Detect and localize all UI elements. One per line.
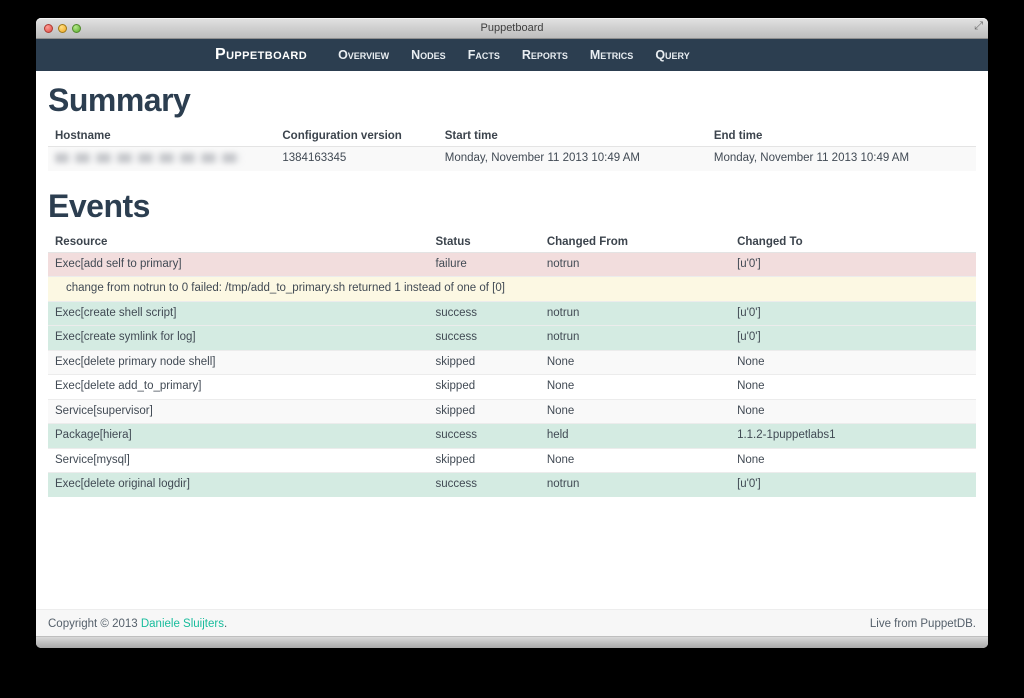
changed-from-cell: None	[539, 447, 731, 473]
table-row: Exec[create symlink for log] success not…	[48, 325, 976, 351]
app-footer: Copyright © 2013 Daniele Sluijters. Live…	[36, 609, 988, 637]
event-message-row: change from notrun to 0 failed: /tmp/add…	[48, 276, 976, 302]
col-start-time: Start time	[437, 126, 707, 147]
resource-cell: Exec[add self to primary]	[48, 251, 429, 277]
failure-message-cell: change from notrun to 0 failed: /tmp/add…	[48, 276, 976, 302]
window-titlebar[interactable]: Puppetboard ⤢	[36, 18, 988, 39]
changed-from-cell: None	[539, 374, 731, 400]
nav-item-facts[interactable]: Facts	[467, 48, 500, 62]
changed-to-cell: 1.1.2-1puppetlabs1	[730, 423, 976, 449]
table-row: Service[mysql] skipped None None	[48, 447, 976, 473]
changed-to-cell: [u'0']	[730, 325, 976, 351]
changed-to-cell: None	[730, 398, 976, 424]
changed-from-cell: notrun	[539, 300, 731, 326]
status-cell: failure	[428, 251, 540, 277]
col-changed-to: Changed To	[730, 231, 976, 253]
resource-cell: Exec[delete primary node shell]	[48, 349, 429, 375]
nav-item-metrics[interactable]: Metrics	[589, 48, 634, 62]
changed-to-cell: None	[730, 374, 976, 400]
resource-cell: Package[hiera]	[48, 423, 429, 449]
copyright-suffix: .	[223, 617, 228, 630]
resource-cell: Exec[delete add_to_primary]	[48, 374, 429, 400]
hostname-redacted-value	[55, 152, 241, 163]
changed-to-cell: None	[730, 349, 976, 375]
status-cell: success	[428, 325, 540, 351]
changed-to-cell: [u'0']	[730, 472, 976, 497]
copyright-text: Copyright © 2013 Daniele Sluijters.	[48, 618, 227, 630]
resource-cell: Service[mysql]	[48, 447, 429, 473]
changed-from-cell: notrun	[539, 251, 731, 277]
app-window: Puppetboard ⤢ Puppetboard Overview Nodes…	[36, 18, 988, 648]
copyright-prefix: Copyright © 2013	[48, 617, 141, 630]
status-cell: skipped	[428, 349, 540, 375]
table-row: Exec[create shell script] success notrun…	[48, 300, 976, 326]
col-status: Status	[428, 231, 540, 253]
col-resource: Resource	[48, 231, 429, 253]
events-heading: Events	[48, 187, 150, 224]
configuration-version-cell: 1384163345	[275, 145, 438, 171]
resource-cell: Service[supervisor]	[48, 398, 429, 424]
col-changed-from: Changed From	[539, 231, 731, 253]
navbar-brand[interactable]: Puppetboard	[215, 46, 308, 63]
events-table: Resource Status Changed From Changed To …	[48, 231, 976, 497]
status-cell: skipped	[428, 447, 540, 473]
traffic-lights	[44, 23, 81, 33]
resource-cell: Exec[create shell script]	[48, 300, 429, 326]
table-row: Service[supervisor] skipped None None	[48, 398, 976, 424]
changed-from-cell: notrun	[539, 472, 731, 497]
changed-from-cell: None	[539, 349, 731, 375]
start-time-cell: Monday, November 11 2013 10:49 AM	[437, 145, 707, 171]
changed-to-cell: None	[730, 447, 976, 473]
end-time-cell: Monday, November 11 2013 10:49 AM	[706, 145, 976, 171]
col-end-time: End time	[706, 126, 976, 147]
changed-from-cell: held	[539, 423, 731, 449]
nav-item-nodes[interactable]: Nodes	[411, 48, 446, 62]
status-cell: success	[428, 423, 540, 449]
resource-cell: Exec[create symlink for log]	[48, 325, 429, 351]
changed-to-cell: [u'0']	[730, 251, 976, 277]
status-cell: success	[428, 472, 540, 497]
table-row: Exec[delete add_to_primary] skipped None…	[48, 374, 976, 400]
changed-from-cell: None	[539, 398, 731, 424]
col-configuration-version: Configuration version	[275, 126, 438, 147]
nav-item-reports[interactable]: Reports	[521, 48, 568, 62]
close-button[interactable]	[44, 23, 53, 33]
table-row: Exec[delete original logdir] success not…	[48, 472, 976, 497]
status-cell: skipped	[428, 374, 540, 400]
nav-item-overview[interactable]: Overview	[338, 48, 390, 62]
zoom-button[interactable]	[72, 23, 81, 33]
changed-from-cell: notrun	[539, 325, 731, 351]
status-cell: success	[428, 300, 540, 326]
window-bottom-edge[interactable]	[36, 636, 988, 648]
resize-icon[interactable]: ⤢	[974, 20, 983, 32]
summary-table: Hostname Configuration version Start tim…	[48, 126, 976, 171]
table-row: Package[hiera] success held 1.1.2-1puppe…	[48, 423, 976, 449]
minimize-button[interactable]	[58, 23, 67, 33]
col-hostname: Hostname	[48, 126, 276, 147]
summary-heading: Summary	[48, 82, 191, 118]
resource-cell: Exec[delete original logdir]	[48, 472, 429, 497]
navbar: Puppetboard Overview Nodes Facts Reports…	[36, 39, 988, 71]
status-cell: skipped	[428, 398, 540, 424]
changed-to-cell: [u'0']	[730, 300, 976, 326]
events-header-row: Resource Status Changed From Changed To	[48, 231, 976, 253]
author-link[interactable]: Daniele Sluijters	[140, 617, 224, 630]
nav-item-query[interactable]: Query	[655, 48, 690, 62]
summary-header-row: Hostname Configuration version Start tim…	[48, 126, 976, 147]
window-title: Puppetboard	[480, 22, 544, 34]
summary-row: 1384163345 Monday, November 11 2013 10:4…	[48, 145, 976, 171]
hostname-cell	[48, 145, 276, 171]
table-row: Exec[delete primary node shell] skipped …	[48, 349, 976, 375]
table-row: Exec[add self to primary] failure notrun…	[48, 251, 976, 277]
puppetdb-status-text: Live from PuppetDB.	[869, 617, 976, 630]
main-content: Summary Hostname Configuration version S…	[36, 71, 988, 610]
